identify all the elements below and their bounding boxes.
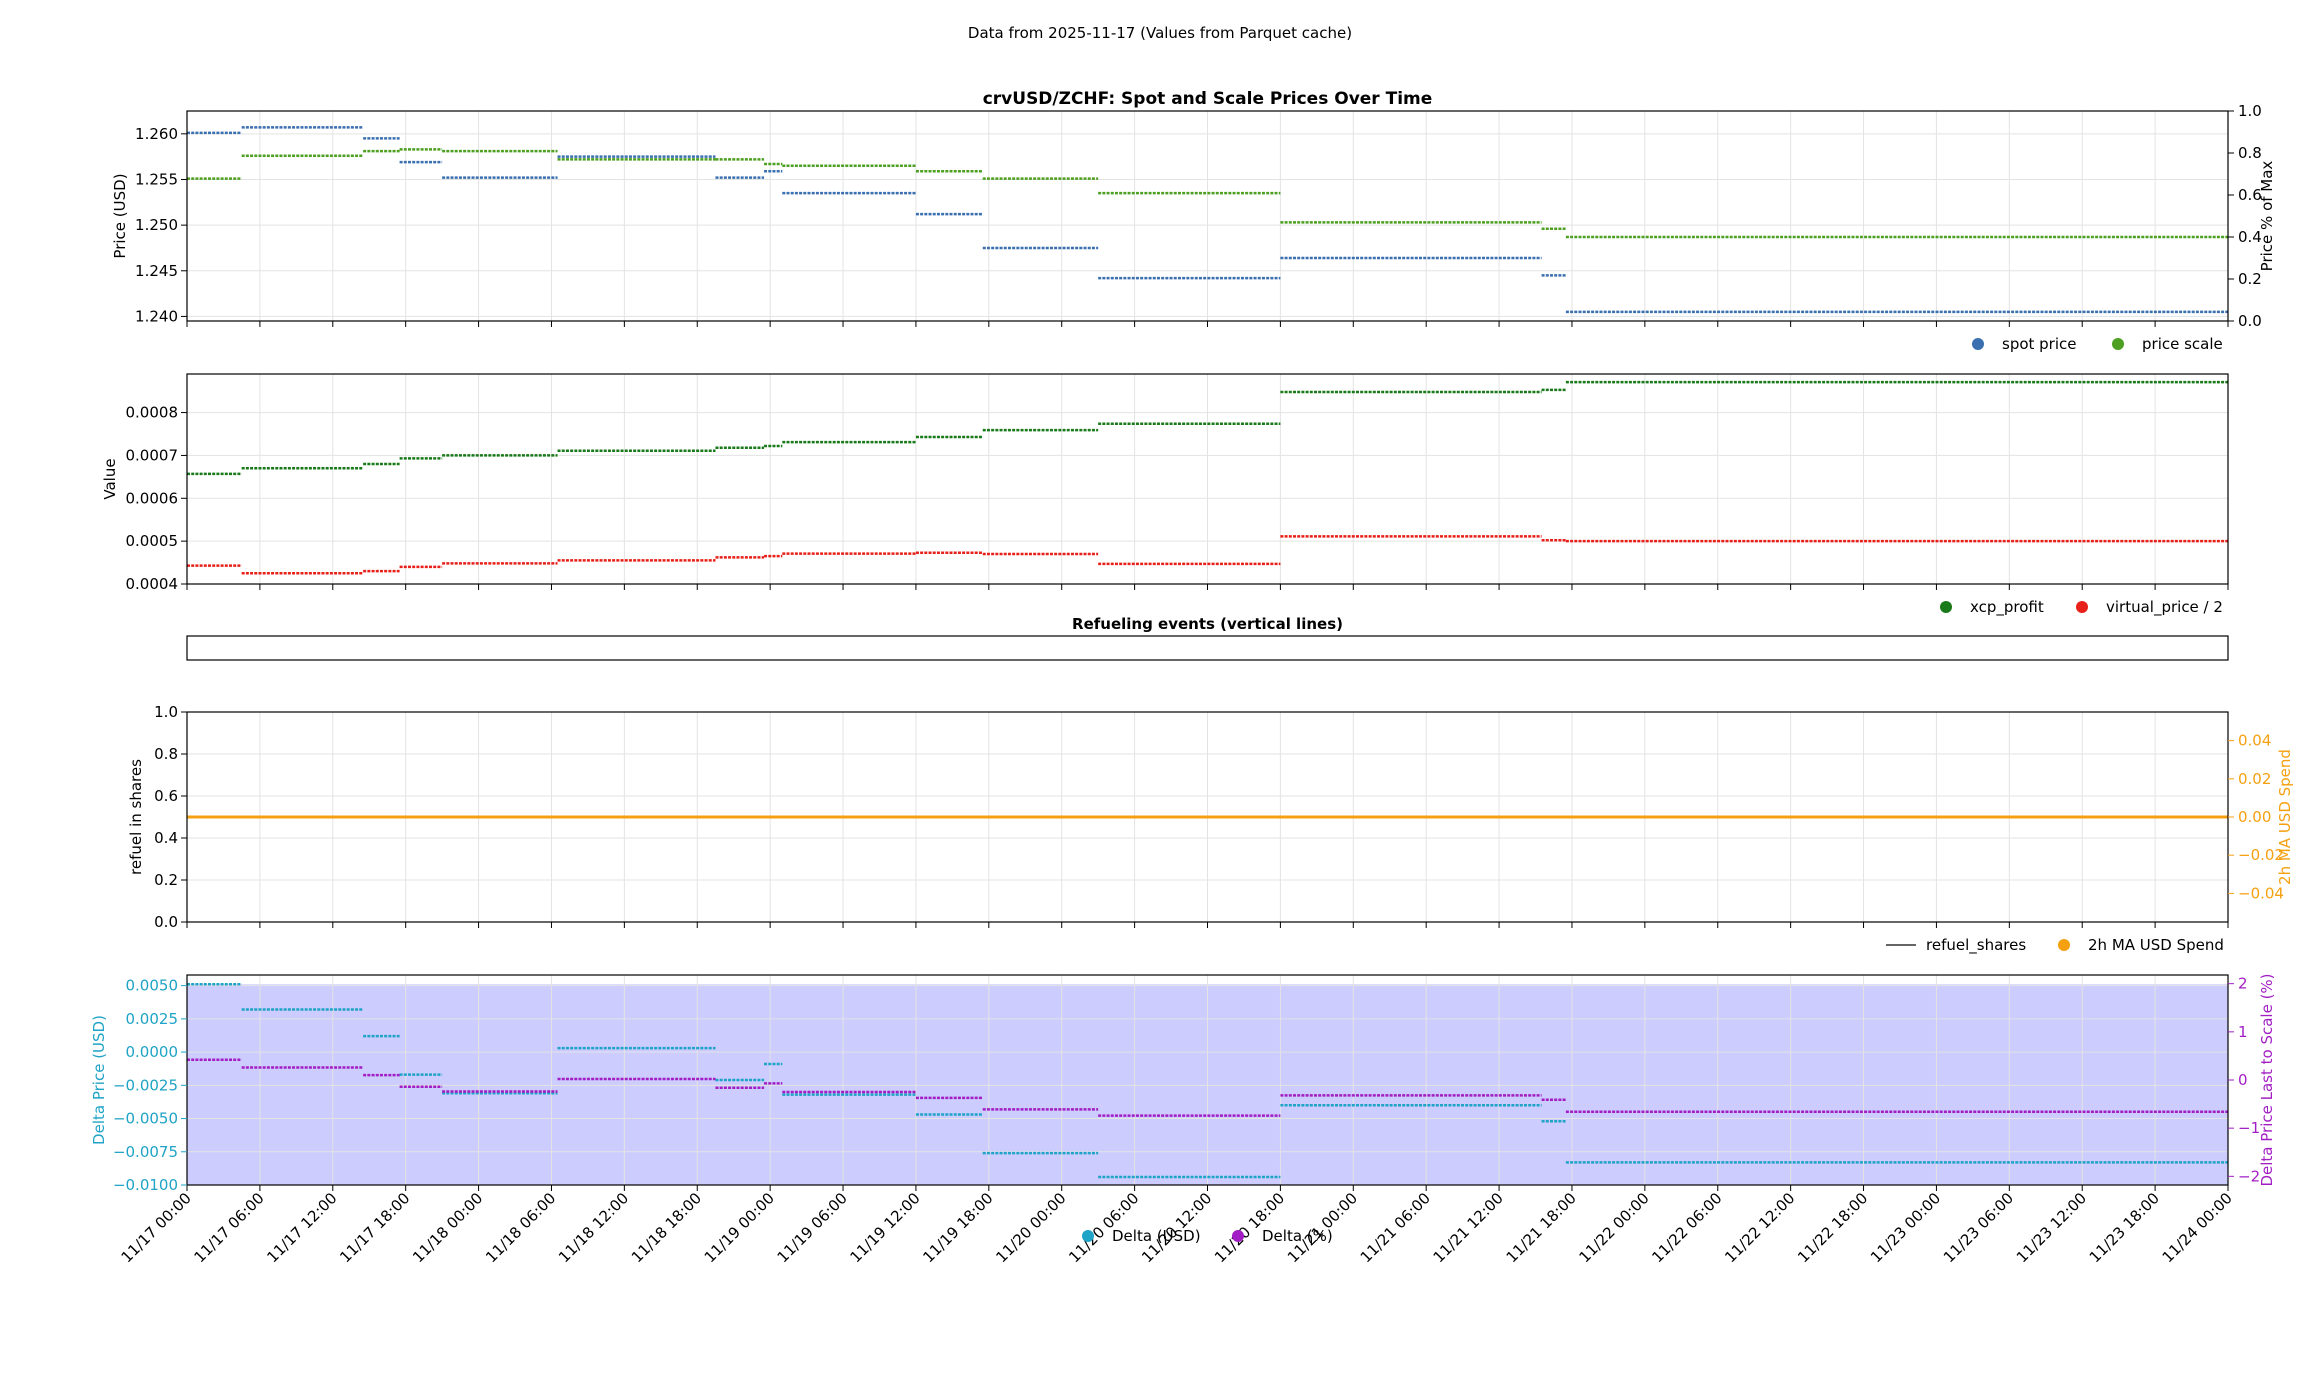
legend-marker <box>1940 601 1952 613</box>
legend-label: refuel_shares <box>1926 936 2026 955</box>
y-axis-label: 2h MA USD Spend <box>2276 749 2294 885</box>
y-tick-label: 1.245 <box>135 262 178 280</box>
x-tick-label: 11/17 06:00 <box>190 1189 267 1266</box>
y-right-tick-label: 0.6 <box>2238 186 2262 204</box>
x-tick-label: 11/17 12:00 <box>263 1189 340 1266</box>
y-tick-label: 1.260 <box>135 125 178 143</box>
y-tick-label: −0.0100 <box>113 1176 178 1194</box>
legend-label: 2h MA USD Spend <box>2088 936 2224 954</box>
panel-refueling: Refueling events (vertical lines) <box>186 615 2229 661</box>
y-tick-label: 0.0000 <box>126 1043 179 1061</box>
legend-label: virtual_price / 2 <box>2106 598 2223 617</box>
y-tick-label: −0.0025 <box>113 1076 178 1094</box>
x-tick-label: 11/22 00:00 <box>1575 1189 1652 1266</box>
legend-label: price scale <box>2142 335 2223 353</box>
y-axis-label: Price % of Max <box>2258 161 2276 272</box>
x-tick-label: 11/19 00:00 <box>701 1189 778 1266</box>
y-tick-label: 0.0004 <box>126 575 179 593</box>
x-tick-label: 11/18 06:00 <box>482 1189 559 1266</box>
y-right-tick-label: 0.00 <box>2238 808 2271 826</box>
x-tick-label: 11/19 12:00 <box>847 1189 924 1266</box>
y-axis-label: Delta Price (USD) <box>90 1015 108 1145</box>
y-right-tick-label: −0.02 <box>2238 846 2284 864</box>
y-tick-label: 0.0005 <box>126 532 179 550</box>
y-right-tick-label: 2 <box>2238 975 2248 993</box>
y-right-tick-label: 0.02 <box>2238 770 2271 788</box>
legend-label: Delta (%) <box>1262 1227 1333 1245</box>
legend-label: Delta (USD) <box>1112 1227 1201 1245</box>
x-tick-label: 11/17 18:00 <box>336 1189 413 1266</box>
x-tick-label: 11/19 18:00 <box>919 1189 996 1266</box>
y-tick-label: 1.240 <box>135 307 178 325</box>
x-tick-label: 11/23 18:00 <box>2086 1189 2163 1266</box>
y-right-tick-label: 0 <box>2238 1071 2248 1089</box>
y-right-tick-label: 0.8 <box>2238 144 2262 162</box>
y-tick-label: 1.0 <box>154 703 178 721</box>
figure-caption: Data from 2025-11-17 (Values from Parque… <box>968 24 1352 42</box>
y-tick-label: 1.255 <box>135 170 178 188</box>
panel-values: 0.0004 0.0005 0.0006 0.0007 0.0008 Value xcp_p… <box>101 373 2229 617</box>
y-right-tick-label: −0.04 <box>2238 884 2284 902</box>
y-tick-label: 0.0050 <box>126 977 179 995</box>
y-axis-label: Value <box>101 458 119 499</box>
panel-prices: 1.240 1.245 1.250 1.255 1.260 0.0 0.2 0.4 0.6 0.8… <box>111 89 2276 353</box>
x-tick-label: 11/23 00:00 <box>1867 1189 1944 1266</box>
y-tick-label: 0.8 <box>154 745 178 763</box>
y-right-tick-label: −1 <box>2238 1119 2260 1137</box>
x-tick-label: 11/23 12:00 <box>2013 1189 2090 1266</box>
x-tick-label: 11/20 00:00 <box>992 1189 1069 1266</box>
legend-marker <box>1232 1230 1244 1242</box>
y-tick-label: 0.0006 <box>126 489 179 507</box>
x-tick-label: 11/21 12:00 <box>1430 1189 1507 1266</box>
y-tick-label: 0.2 <box>154 871 178 889</box>
y-right-tick-label: 0.04 <box>2238 732 2271 750</box>
y-tick-label: 1.250 <box>135 216 178 234</box>
panel-title: Refueling events (vertical lines) <box>1072 615 1343 633</box>
x-tick-label: 11/21 18:00 <box>1503 1189 1580 1266</box>
y-right-tick-label: 0.2 <box>2238 270 2262 288</box>
legend-marker <box>1082 1230 1094 1242</box>
x-tick-label: 11/24 00:00 <box>2159 1189 2236 1266</box>
y-right-tick-label: −2 <box>2238 1167 2260 1185</box>
x-tick-label: 11/19 06:00 <box>774 1189 851 1266</box>
panel-refuel-shares: 0.0 0.2 0.4 0.6 0.8 1.0 −0.04 −0.02 0.00 0.02 0.04… <box>127 703 2294 955</box>
panel-title: crvUSD/ZCHF: Spot and Scale Prices Over … <box>983 89 1433 109</box>
y-axis-label: Delta Price Last to Scale (%) <box>2258 973 2276 1186</box>
legend-marker <box>1972 338 1984 350</box>
y-right-tick-label: 0.4 <box>2238 228 2262 246</box>
legend-marker <box>2112 338 2124 350</box>
x-tick-label: 11/18 18:00 <box>628 1189 705 1266</box>
legend-label: spot price <box>2002 335 2077 353</box>
x-tick-label: 11/23 06:00 <box>1940 1189 2017 1266</box>
x-tick-label: 11/21 06:00 <box>1357 1189 1434 1266</box>
legend-label: xcp_profit <box>1970 598 2044 617</box>
axes-frame <box>186 635 2229 661</box>
x-tick-label: 11/18 12:00 <box>555 1189 632 1266</box>
y-right-tick-label: 0.0 <box>2238 312 2262 330</box>
y-tick-label: 0.0 <box>154 913 178 931</box>
y-axis-label: Price (USD) <box>111 173 129 258</box>
legend-marker <box>2058 939 2070 951</box>
x-tick-label: 11/22 18:00 <box>1794 1189 1871 1266</box>
y-tick-label: 0.0008 <box>126 404 179 422</box>
x-tick-label: 11/18 00:00 <box>409 1189 486 1266</box>
y-tick-label: 0.0007 <box>126 446 179 464</box>
panel-deltas: −0.0100 −0.0075 −0.0050 −0.0025 0.0000 0.0025… <box>90 973 2276 1266</box>
legend-marker <box>2076 601 2088 613</box>
y-tick-label: −0.0075 <box>113 1143 178 1161</box>
y-axis-label: refuel in shares <box>127 759 145 875</box>
y-tick-label: 0.0025 <box>126 1010 179 1028</box>
x-tick-label: 11/22 06:00 <box>1648 1189 1725 1266</box>
y-right-tick-label: 1 <box>2238 1023 2248 1041</box>
x-tick-label: 11/17 00:00 <box>118 1189 195 1266</box>
x-tick-label: 11/22 12:00 <box>1721 1189 1798 1266</box>
y-tick-label: 0.6 <box>154 787 178 805</box>
y-tick-label: 0.4 <box>154 829 178 847</box>
y-tick-label: −0.0050 <box>113 1110 178 1128</box>
y-right-tick-label: 1.0 <box>2238 102 2262 120</box>
